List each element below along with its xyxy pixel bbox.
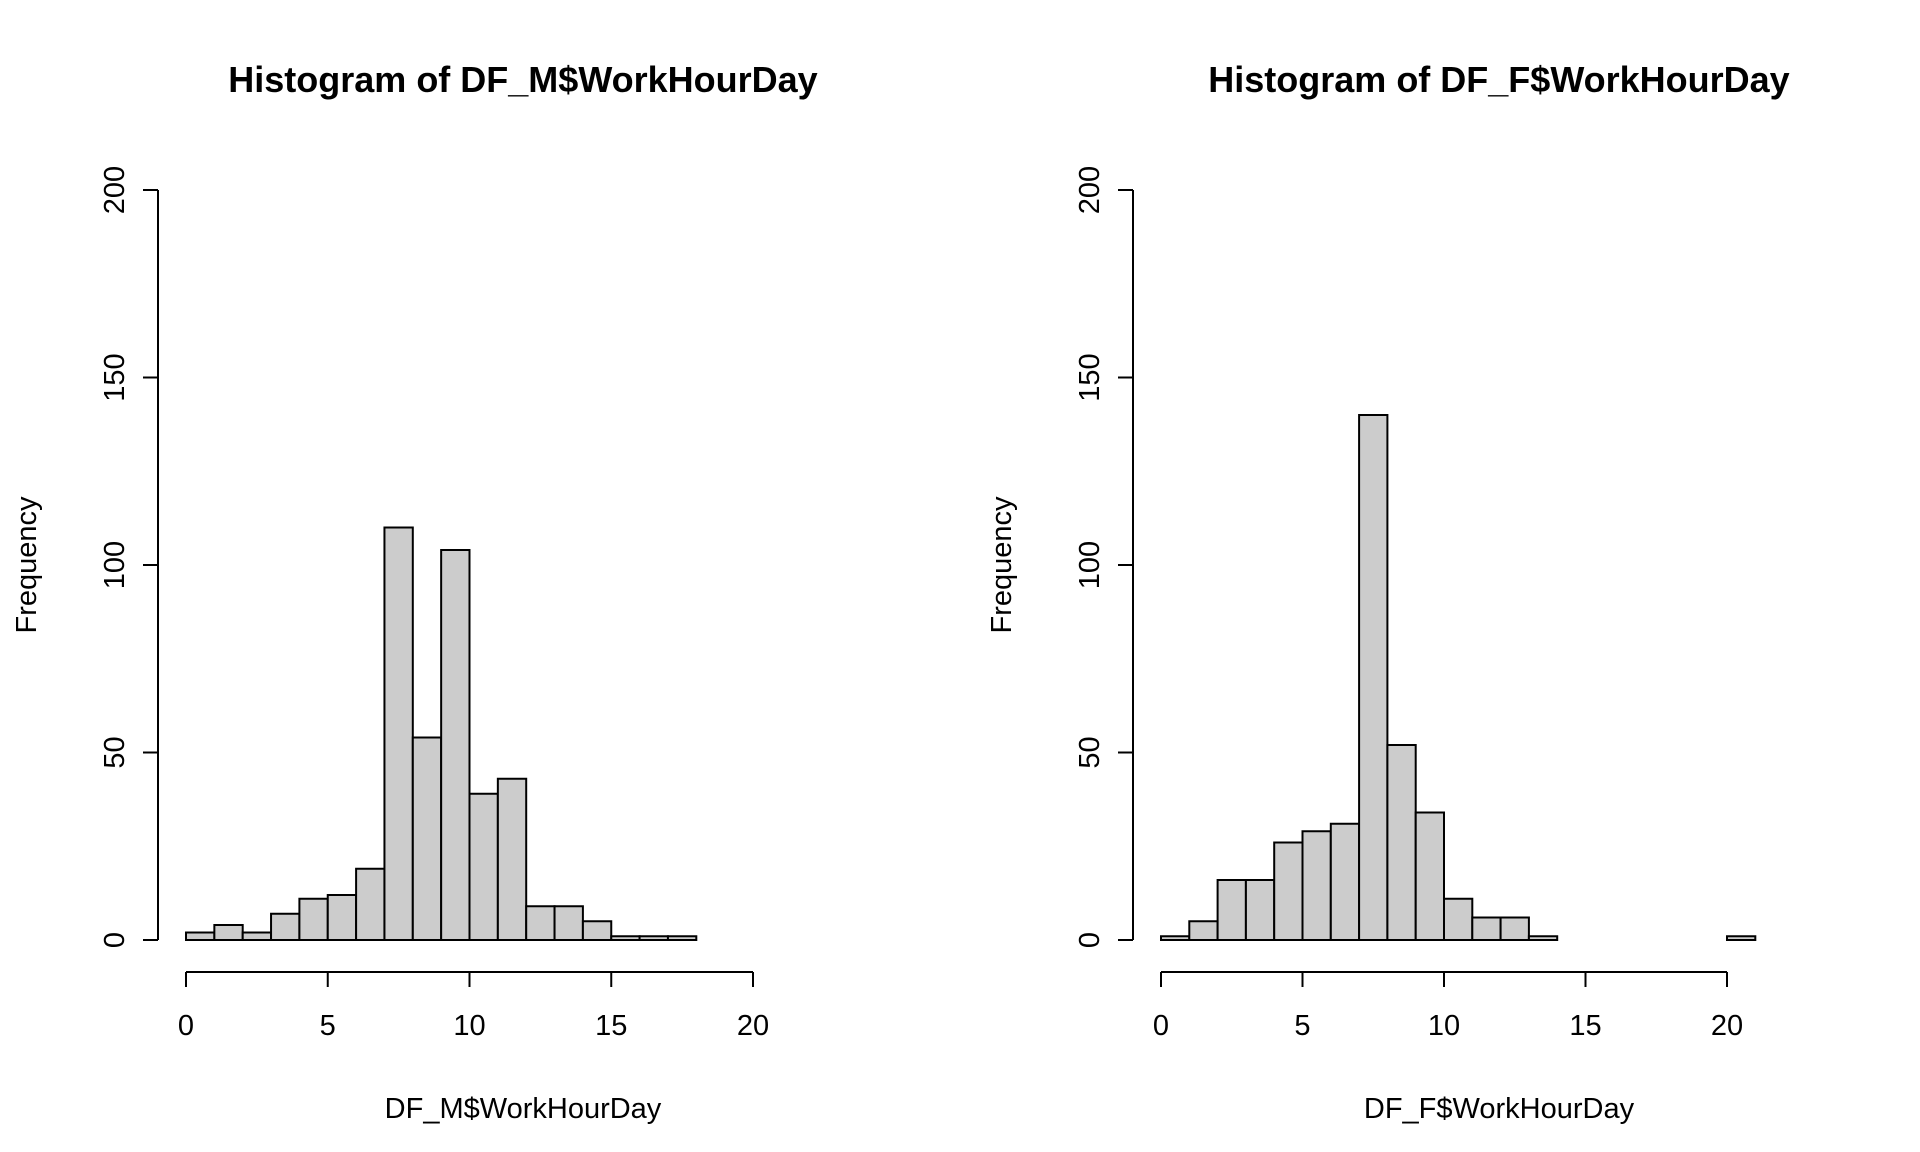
histogram-bar — [270, 912, 301, 941]
x-axis: 0 5 10 15 20 — [178, 971, 769, 1042]
histogram-bar — [1471, 916, 1502, 941]
histogram-bar — [1499, 916, 1530, 941]
histogram-bars — [185, 526, 698, 941]
histogram-bar — [241, 931, 273, 941]
x-tick-label: 5 — [320, 1010, 336, 1042]
y-axis-label: Frequency — [11, 496, 43, 634]
y-axis: 0 50 100 150 200 — [99, 166, 159, 948]
histogram-bar — [468, 792, 499, 941]
y-tick-label: 0 — [1074, 932, 1106, 948]
histogram-bar — [1216, 879, 1247, 941]
histogram-bar — [440, 549, 471, 941]
chart-title: Histogram of DF_F$WorkHourDay — [1208, 59, 1789, 100]
histogram-bar — [1244, 879, 1276, 941]
histogram-bar — [1273, 841, 1304, 941]
x-axis: 0 5 10 15 20 — [1153, 971, 1743, 1042]
histogram-bar — [1443, 897, 1474, 941]
y-tick-label: 100 — [99, 541, 131, 589]
histogram-bar — [1386, 744, 1417, 941]
x-tick-label: 20 — [737, 1010, 769, 1042]
y-axis-label: Frequency — [986, 496, 1018, 634]
x-tick-label: 0 — [1153, 1010, 1169, 1042]
histogram-bar — [581, 920, 613, 941]
y-tick-label: 100 — [1074, 541, 1106, 589]
y-tick-label: 0 — [99, 932, 131, 948]
histogram-bar — [553, 905, 584, 941]
histogram-bar — [326, 894, 358, 941]
histogram-bar — [1358, 414, 1389, 941]
y-axis: 0 50 100 150 200 — [1074, 166, 1134, 948]
y-tick-label: 200 — [99, 166, 131, 214]
histogram-bar — [1414, 811, 1445, 941]
histogram-bar — [1160, 935, 1191, 941]
x-tick-label: 0 — [178, 1010, 194, 1042]
histogram-bar — [1527, 935, 1559, 941]
x-tick-label: 15 — [1569, 1010, 1601, 1042]
y-tick-label: 150 — [1074, 353, 1106, 401]
y-tick-label: 150 — [99, 353, 131, 401]
histogram-bar — [1188, 920, 1219, 941]
histogram-bar — [496, 777, 528, 941]
histogram-bar — [383, 526, 414, 941]
histogram-bar — [213, 924, 244, 941]
x-tick-label: 15 — [595, 1010, 627, 1042]
histogram-bar — [185, 931, 216, 941]
histogram-bar — [525, 905, 556, 941]
x-tick-label: 5 — [1294, 1010, 1310, 1042]
histogram-bar — [1301, 830, 1332, 941]
x-axis-label: DF_F$WorkHourDay — [1364, 1093, 1635, 1125]
x-tick-label: 10 — [453, 1010, 485, 1042]
y-tick-label: 50 — [1074, 736, 1106, 768]
x-axis-label: DF_M$WorkHourDay — [385, 1093, 662, 1125]
histogram-bar — [638, 935, 669, 941]
histogram-bar — [411, 736, 443, 941]
y-tick-label: 200 — [1074, 166, 1106, 214]
histogram-panel-male: Histogram of DF_M$WorkHourDay Frequency … — [11, 59, 818, 1125]
histogram-bar — [355, 867, 386, 941]
histogram-bar — [1726, 935, 1757, 941]
x-tick-label: 20 — [1711, 1010, 1743, 1042]
histogram-bar — [298, 897, 329, 941]
histogram-bar — [666, 935, 698, 941]
histogram-bar — [610, 935, 641, 941]
histogram-bar — [1329, 822, 1361, 941]
histogram-bars — [1160, 414, 1757, 941]
y-tick-label: 50 — [99, 736, 131, 768]
x-tick-label: 10 — [1428, 1010, 1460, 1042]
histogram-panel-female: Histogram of DF_F$WorkHourDay Frequency … — [986, 59, 1790, 1125]
chart-title: Histogram of DF_M$WorkHourDay — [228, 59, 817, 100]
